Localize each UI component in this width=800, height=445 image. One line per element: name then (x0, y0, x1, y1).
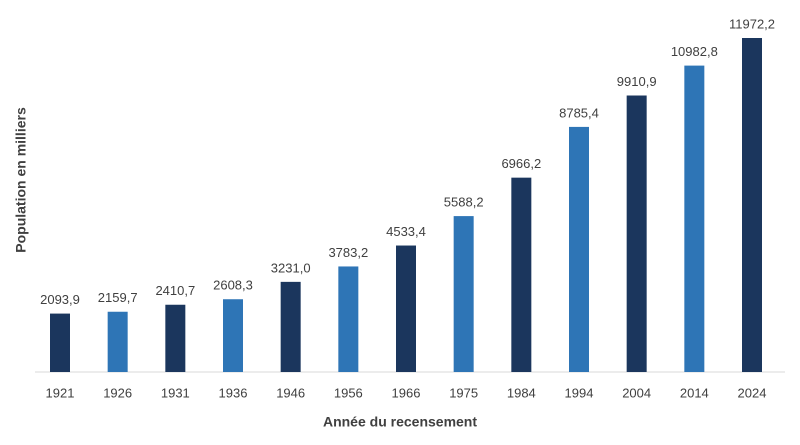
bar (165, 304, 186, 372)
bar (453, 216, 474, 372)
value-label: 5588,2 (444, 195, 484, 210)
value-label: 11972,2 (729, 16, 775, 31)
bar (742, 38, 762, 372)
value-label: 2608,3 (213, 278, 253, 293)
value-label: 3783,2 (328, 245, 368, 260)
x-tick-label: 1936 (219, 385, 248, 400)
x-tick-label: 1956 (334, 385, 363, 400)
bar (626, 95, 647, 372)
value-label: 2410,7 (155, 283, 195, 298)
x-tick-label: 1966 (392, 385, 421, 400)
x-tick-label: 1984 (507, 385, 536, 400)
value-label: 8785,4 (559, 105, 599, 120)
value-label: 9910,9 (617, 74, 657, 89)
x-tick-label: 1926 (103, 385, 132, 400)
x-tick-label: 2014 (680, 385, 709, 400)
bar (50, 313, 70, 372)
bar (684, 65, 705, 373)
x-tick-label: 1931 (161, 385, 190, 400)
bar (569, 126, 589, 372)
value-label: 10982,8 (671, 44, 718, 59)
value-label: 6966,2 (501, 156, 541, 171)
x-tick-label: 1975 (449, 385, 478, 400)
x-tick-label: 2024 (738, 385, 767, 400)
value-label: 4533,4 (386, 224, 426, 239)
x-tick-label: 2004 (622, 385, 651, 400)
bar (223, 299, 243, 372)
x-axis-title: Année du recensement (323, 414, 477, 430)
bar (338, 266, 359, 372)
bar (107, 311, 128, 372)
bar (280, 281, 301, 372)
y-axis-title: Population en milliers (13, 107, 29, 253)
value-label: 2093,9 (40, 292, 80, 307)
bar (511, 177, 532, 372)
x-tick-label: 1994 (565, 385, 594, 400)
value-label: 3231,0 (271, 260, 311, 275)
x-tick-label: 1921 (46, 385, 75, 400)
bar (396, 245, 416, 372)
x-tick-label: 1946 (276, 385, 305, 400)
value-label: 2159,7 (98, 290, 138, 305)
